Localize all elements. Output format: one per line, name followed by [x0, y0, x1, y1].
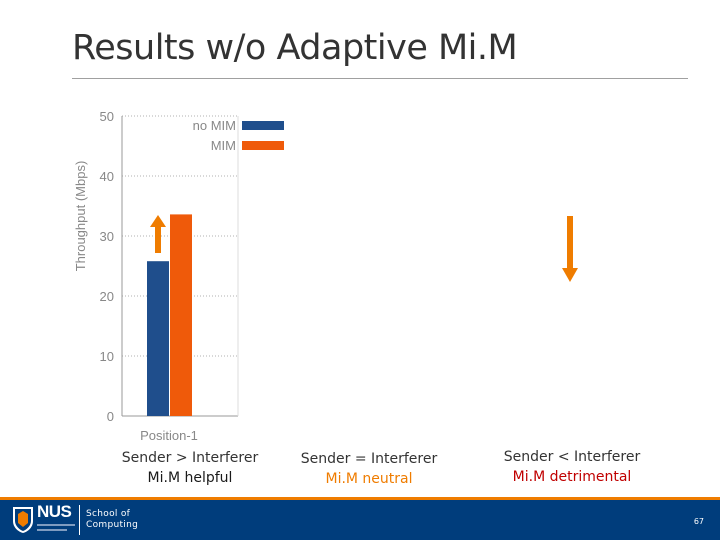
caption-neutral-effect: Mi.M neutral: [325, 471, 413, 487]
nus-crest-icon: [13, 507, 33, 533]
title-divider: [72, 78, 688, 79]
caption-helpful-condition: Sender > Interferer: [121, 450, 259, 466]
bar-no-mim-position-1: [147, 261, 169, 416]
slide-title: Results w/o Adaptive Mi.M: [72, 28, 518, 68]
legend-swatch-no-mim: [242, 121, 284, 130]
y-tick-label-20: 20: [100, 289, 114, 304]
caption-detrimental-effect: Mi.M detrimental: [512, 469, 632, 485]
nus-logo-subtext-icon: [37, 524, 75, 531]
y-axis-label: Throughput (Mbps): [73, 161, 88, 272]
y-tick-label-30: 30: [100, 229, 114, 244]
legend-swatch-mim: [242, 141, 284, 150]
caption-neutral: Sender = Interferer Mi.M neutral: [279, 449, 459, 489]
footer-accent-line: [0, 497, 720, 500]
footer-bar: [0, 500, 720, 540]
y-tick-label-0: 0: [107, 409, 114, 424]
down-arrow-icon: [562, 216, 578, 282]
school-line-2: Computing: [86, 520, 139, 530]
caption-detrimental: Sender < Interferer Mi.M detrimental: [482, 447, 662, 487]
throughput-bar-chart: 0 10 20 30 40 50 Position-1 no MIM MIM Throughp…: [73, 109, 284, 443]
footer-divider: [79, 505, 80, 535]
caption-helpful: Sender > Interferer Mi.M helpful: [100, 448, 280, 488]
chart-bars: [147, 214, 192, 416]
x-tick-label-position-1: Position-1: [140, 428, 198, 443]
caption-neutral-condition: Sender = Interferer: [300, 451, 438, 467]
legend-label-no-mim: no MIM: [193, 118, 236, 133]
caption-helpful-effect: Mi.M helpful: [147, 470, 233, 486]
y-tick-label-10: 10: [100, 349, 114, 364]
caption-detrimental-condition: Sender < Interferer: [503, 449, 641, 465]
up-arrow-icon: [150, 215, 166, 253]
school-line-1: School of: [86, 509, 131, 519]
y-tick-label-50: 50: [100, 109, 114, 124]
legend-label-mim: MIM: [211, 138, 236, 153]
bar-mim-position-1: [170, 214, 192, 416]
y-tick-label-40: 40: [100, 169, 114, 184]
page-number: 67: [693, 517, 704, 526]
school-name: School of Computing: [86, 509, 138, 531]
nus-logo-text: NUS: [37, 502, 72, 521]
chart-legend: no MIM MIM: [193, 118, 284, 153]
